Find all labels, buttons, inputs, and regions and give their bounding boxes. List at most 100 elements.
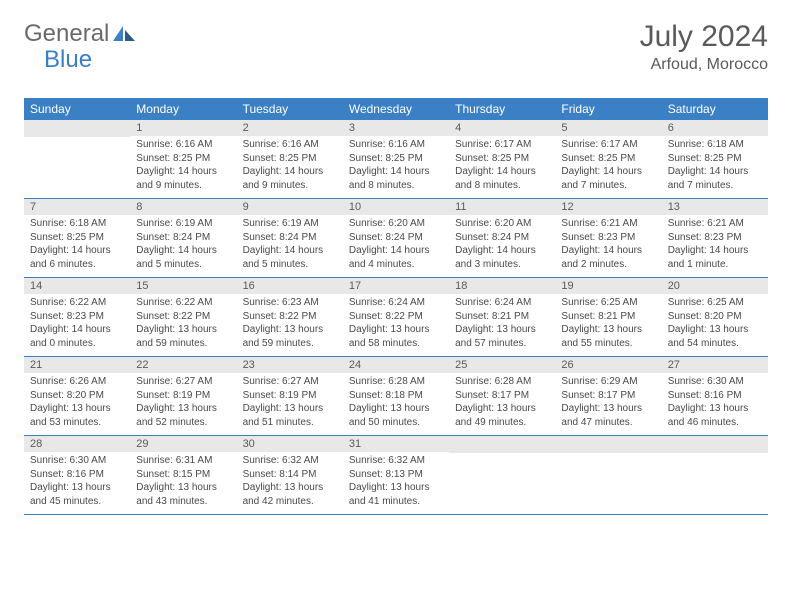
calendar-cell: 23Sunrise: 6:27 AMSunset: 8:19 PMDayligh… [237, 357, 343, 436]
day-number: 8 [130, 199, 236, 215]
day-body: Sunrise: 6:20 AMSunset: 8:24 PMDaylight:… [343, 215, 449, 277]
day-number: 30 [237, 436, 343, 452]
calendar-cell: 7Sunrise: 6:18 AMSunset: 8:25 PMDaylight… [24, 199, 130, 278]
day-number: 5 [555, 120, 661, 136]
day-body: Sunrise: 6:25 AMSunset: 8:20 PMDaylight:… [662, 294, 768, 356]
weekday-header: Thursday [449, 98, 555, 120]
day-body: Sunrise: 6:27 AMSunset: 8:19 PMDaylight:… [237, 373, 343, 435]
logo-text-2: Blue [44, 46, 92, 73]
logo-sail-icon [113, 24, 135, 47]
weekday-header: Wednesday [343, 98, 449, 120]
day-body: Sunrise: 6:28 AMSunset: 8:18 PMDaylight:… [343, 373, 449, 435]
day-number: 31 [343, 436, 449, 452]
day-body: Sunrise: 6:24 AMSunset: 8:21 PMDaylight:… [449, 294, 555, 356]
calendar-cell: 12Sunrise: 6:21 AMSunset: 8:23 PMDayligh… [555, 199, 661, 278]
calendar-week: 14Sunrise: 6:22 AMSunset: 8:23 PMDayligh… [24, 278, 768, 357]
day-number: 9 [237, 199, 343, 215]
calendar-cell: 9Sunrise: 6:19 AMSunset: 8:24 PMDaylight… [237, 199, 343, 278]
day-number: 23 [237, 357, 343, 373]
day-number: 19 [555, 278, 661, 294]
calendar-cell: 25Sunrise: 6:28 AMSunset: 8:17 PMDayligh… [449, 357, 555, 436]
day-body: Sunrise: 6:17 AMSunset: 8:25 PMDaylight:… [555, 136, 661, 198]
day-body: Sunrise: 6:19 AMSunset: 8:24 PMDaylight:… [237, 215, 343, 277]
day-number: 4 [449, 120, 555, 136]
day-number: 27 [662, 357, 768, 373]
calendar-cell: 29Sunrise: 6:31 AMSunset: 8:15 PMDayligh… [130, 436, 236, 515]
calendar-cell: 28Sunrise: 6:30 AMSunset: 8:16 PMDayligh… [24, 436, 130, 515]
day-body: Sunrise: 6:24 AMSunset: 8:22 PMDaylight:… [343, 294, 449, 356]
day-number: 29 [130, 436, 236, 452]
calendar-cell: 18Sunrise: 6:24 AMSunset: 8:21 PMDayligh… [449, 278, 555, 357]
weekday-header: Friday [555, 98, 661, 120]
day-number: 13 [662, 199, 768, 215]
calendar-cell: 11Sunrise: 6:20 AMSunset: 8:24 PMDayligh… [449, 199, 555, 278]
calendar-cell: 24Sunrise: 6:28 AMSunset: 8:18 PMDayligh… [343, 357, 449, 436]
day-body: Sunrise: 6:18 AMSunset: 8:25 PMDaylight:… [662, 136, 768, 198]
day-number: 10 [343, 199, 449, 215]
day-number: 15 [130, 278, 236, 294]
calendar-cell: 14Sunrise: 6:22 AMSunset: 8:23 PMDayligh… [24, 278, 130, 357]
logo-text-2-wrap: Blue [44, 46, 92, 74]
day-number: 24 [343, 357, 449, 373]
calendar-cell: 4Sunrise: 6:17 AMSunset: 8:25 PMDaylight… [449, 120, 555, 199]
day-number: 26 [555, 357, 661, 373]
calendar-cell: 3Sunrise: 6:16 AMSunset: 8:25 PMDaylight… [343, 120, 449, 199]
calendar-page: General July 2024 Arfoud, Morocco Blue S… [0, 0, 792, 535]
calendar-cell: 6Sunrise: 6:18 AMSunset: 8:25 PMDaylight… [662, 120, 768, 199]
calendar-head: SundayMondayTuesdayWednesdayThursdayFrid… [24, 98, 768, 120]
day-body: Sunrise: 6:16 AMSunset: 8:25 PMDaylight:… [237, 136, 343, 198]
logo: General [24, 20, 137, 48]
calendar-cell: 21Sunrise: 6:26 AMSunset: 8:20 PMDayligh… [24, 357, 130, 436]
day-body: Sunrise: 6:32 AMSunset: 8:13 PMDaylight:… [343, 452, 449, 514]
day-body: Sunrise: 6:23 AMSunset: 8:22 PMDaylight:… [237, 294, 343, 356]
empty-day-number [449, 436, 555, 453]
calendar-cell [24, 120, 130, 199]
day-body: Sunrise: 6:17 AMSunset: 8:25 PMDaylight:… [449, 136, 555, 198]
calendar-cell [662, 436, 768, 515]
day-number: 20 [662, 278, 768, 294]
calendar-week: 21Sunrise: 6:26 AMSunset: 8:20 PMDayligh… [24, 357, 768, 436]
day-number: 1 [130, 120, 236, 136]
day-body: Sunrise: 6:16 AMSunset: 8:25 PMDaylight:… [343, 136, 449, 198]
empty-day-body [24, 137, 130, 195]
calendar-cell: 2Sunrise: 6:16 AMSunset: 8:25 PMDaylight… [237, 120, 343, 199]
weekday-header: Tuesday [237, 98, 343, 120]
day-number: 11 [449, 199, 555, 215]
day-number: 21 [24, 357, 130, 373]
calendar-cell: 8Sunrise: 6:19 AMSunset: 8:24 PMDaylight… [130, 199, 236, 278]
day-number: 22 [130, 357, 236, 373]
empty-day-number [662, 436, 768, 453]
day-body: Sunrise: 6:22 AMSunset: 8:22 PMDaylight:… [130, 294, 236, 356]
day-body: Sunrise: 6:18 AMSunset: 8:25 PMDaylight:… [24, 215, 130, 277]
day-body: Sunrise: 6:27 AMSunset: 8:19 PMDaylight:… [130, 373, 236, 435]
header: General July 2024 Arfoud, Morocco [24, 20, 768, 74]
day-body: Sunrise: 6:16 AMSunset: 8:25 PMDaylight:… [130, 136, 236, 198]
calendar-cell: 16Sunrise: 6:23 AMSunset: 8:22 PMDayligh… [237, 278, 343, 357]
month-title: July 2024 [640, 20, 768, 54]
day-number: 14 [24, 278, 130, 294]
day-number: 12 [555, 199, 661, 215]
weekday-header: Saturday [662, 98, 768, 120]
day-body: Sunrise: 6:21 AMSunset: 8:23 PMDaylight:… [662, 215, 768, 277]
calendar-cell: 1Sunrise: 6:16 AMSunset: 8:25 PMDaylight… [130, 120, 236, 199]
day-number: 16 [237, 278, 343, 294]
day-body: Sunrise: 6:29 AMSunset: 8:17 PMDaylight:… [555, 373, 661, 435]
day-number: 7 [24, 199, 130, 215]
calendar-body: 1Sunrise: 6:16 AMSunset: 8:25 PMDaylight… [24, 120, 768, 515]
calendar-cell: 22Sunrise: 6:27 AMSunset: 8:19 PMDayligh… [130, 357, 236, 436]
calendar-cell: 13Sunrise: 6:21 AMSunset: 8:23 PMDayligh… [662, 199, 768, 278]
calendar-table: SundayMondayTuesdayWednesdayThursdayFrid… [24, 98, 768, 515]
day-number: 28 [24, 436, 130, 452]
weekday-header: Monday [130, 98, 236, 120]
day-number: 25 [449, 357, 555, 373]
day-number: 18 [449, 278, 555, 294]
calendar-cell: 17Sunrise: 6:24 AMSunset: 8:22 PMDayligh… [343, 278, 449, 357]
calendar-cell: 27Sunrise: 6:30 AMSunset: 8:16 PMDayligh… [662, 357, 768, 436]
day-number: 2 [237, 120, 343, 136]
day-body: Sunrise: 6:26 AMSunset: 8:20 PMDaylight:… [24, 373, 130, 435]
calendar-cell: 31Sunrise: 6:32 AMSunset: 8:13 PMDayligh… [343, 436, 449, 515]
day-body: Sunrise: 6:21 AMSunset: 8:23 PMDaylight:… [555, 215, 661, 277]
day-body: Sunrise: 6:32 AMSunset: 8:14 PMDaylight:… [237, 452, 343, 514]
empty-day-body [662, 453, 768, 511]
calendar-week: 1Sunrise: 6:16 AMSunset: 8:25 PMDaylight… [24, 120, 768, 199]
